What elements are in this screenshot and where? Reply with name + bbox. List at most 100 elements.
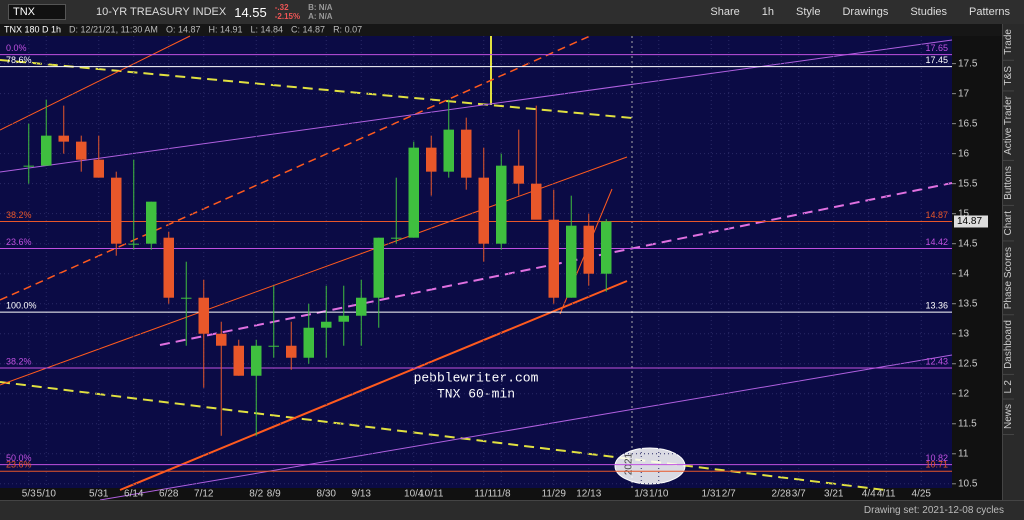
drawing-set: Drawing set: 2021-12-08 cycles	[863, 505, 1004, 516]
toolbar-button[interactable]: Share	[710, 6, 740, 18]
sidebar-tab[interactable]: L 2	[1003, 374, 1014, 400]
x-tick-label: 4/25	[912, 489, 932, 500]
plot-background	[0, 36, 952, 488]
candle-body	[443, 129, 454, 172]
x-tick-label: 3/21	[824, 489, 844, 500]
x-tick-label: 7/12	[194, 489, 214, 500]
trend-line	[119, 280, 628, 491]
symbol-box[interactable]: TNX	[8, 4, 66, 20]
candle-body	[478, 177, 489, 244]
candle-body	[41, 135, 52, 166]
y-tick-label: 11.5	[958, 418, 977, 429]
x-tick-label: 11/29	[542, 489, 567, 500]
level-label: 23.6%	[6, 460, 32, 470]
y-tick-label: 13	[958, 328, 970, 339]
sidebar-tab[interactable]: Chart	[1003, 206, 1014, 242]
level-label: 38.2%	[6, 356, 32, 366]
x-tick-label: 6/14	[124, 489, 144, 500]
date-axis	[0, 488, 1002, 500]
x-tick-label: 5/3	[22, 489, 36, 500]
candle-body	[76, 141, 87, 160]
header-field: D: 12/21/21, 11:30 AM	[69, 24, 158, 34]
candle-body	[111, 177, 122, 244]
watermark: pebblewriter.com	[414, 370, 539, 385]
sidebar-tab[interactable]: T&S	[1003, 60, 1014, 92]
footer: Drawing set: 2021-12-08 cycles	[0, 500, 1024, 520]
x-tick-label: 3/7	[792, 489, 806, 500]
candle-body	[93, 159, 104, 178]
price-axis	[952, 36, 1002, 488]
sidebar-tab[interactable]: Active Trader	[1003, 91, 1014, 162]
trend-line	[99, 354, 953, 500]
candle-body	[233, 345, 244, 376]
level-value: 14.42	[925, 237, 948, 247]
candle-body	[601, 221, 612, 274]
header-field: L: 14.84	[251, 24, 284, 34]
last-price-box	[954, 215, 988, 228]
x-tick-label: 6/28	[159, 489, 179, 500]
y-tick-label: 10.5	[958, 478, 978, 489]
toolbar-button[interactable]: 1h	[761, 6, 774, 18]
header-field: O: 14.87	[166, 24, 201, 34]
y-tick-label: 14	[958, 268, 970, 279]
sidebar-tab[interactable]: Buttons	[1003, 161, 1014, 207]
trend-line	[0, 39, 953, 173]
toolbar-button[interactable]: Patterns	[969, 6, 1010, 18]
candle-body	[303, 327, 314, 358]
x-tick-label: 11/1	[474, 489, 493, 500]
candle-body	[198, 297, 209, 334]
y-tick-label: 17.5	[958, 58, 978, 69]
x-tick-label: 5/10	[37, 489, 57, 500]
level-value: 17.65	[925, 43, 948, 53]
header-field: C: 14.87	[291, 24, 325, 34]
change: -.32 -2.15%	[275, 3, 300, 21]
toolbar-button[interactable]: Style	[796, 6, 821, 18]
candle-body	[268, 345, 279, 347]
y-tick-label: 17	[958, 88, 970, 99]
ask: A: N/A	[308, 12, 333, 21]
x-tick-label: 8/30	[317, 489, 337, 500]
level-label: 78.6%	[6, 55, 32, 65]
x-tick-label: 10/11	[419, 489, 444, 500]
change-pct: -2.15%	[274, 12, 301, 21]
candle-body	[426, 147, 437, 172]
candle-body	[23, 165, 34, 167]
x-tick-label: 11/8	[492, 489, 511, 500]
x-tick-label: 4/4	[862, 489, 876, 500]
sidebar-tab[interactable]: News	[1003, 399, 1014, 436]
x-tick-label: 1/10	[649, 489, 669, 500]
level-label: 100.0%	[6, 300, 37, 310]
trend-line	[0, 156, 628, 386]
candle-body	[163, 237, 174, 298]
candle-body	[338, 315, 349, 322]
candle-body	[513, 165, 524, 184]
sidebar-tab[interactable]: Trade	[1003, 24, 1014, 61]
x-tick-label: 8/2	[249, 489, 263, 500]
toolbar-button[interactable]: Studies	[910, 6, 948, 18]
sidebar-tab[interactable]: Phase Scores	[1003, 241, 1014, 315]
x-tick-label: 1/3	[634, 489, 648, 500]
candle-body	[356, 297, 367, 316]
level-label: 50.0%	[6, 453, 32, 463]
info-bar	[0, 24, 1002, 36]
candle-body	[496, 165, 507, 244]
x-tick-label: 12/13	[576, 489, 601, 500]
x-tick-label: 8/9	[267, 489, 281, 500]
toolbar-buttons: Share 1h Style Drawings Studies Patterns	[702, 6, 1010, 18]
candle-body	[373, 237, 384, 298]
trend-line	[0, 35, 191, 131]
x-tick-label: 1/31	[702, 489, 722, 500]
toolbar-button[interactable]: Drawings	[842, 6, 889, 18]
trend-line	[0, 381, 886, 491]
level-value: 14.87	[925, 210, 948, 220]
sidebar-tab[interactable]: Dashboard	[1003, 314, 1014, 375]
level-label: 0.0%	[6, 43, 27, 53]
candle-body	[583, 225, 594, 274]
bid-ask: B: N/A A: N/A	[308, 3, 332, 21]
chart: 2021 TNX 180 D 1h D: 12/21/21, 11:30 AM O:…	[0, 24, 1002, 500]
header: TNX 180 D 1h D: 12/21/21, 11:30 AM O: 14.8…	[4, 24, 362, 34]
level-value: 10.82	[925, 453, 948, 463]
last-price-label: 14.87	[957, 216, 982, 227]
x-tick-label: 4/11	[877, 489, 896, 500]
